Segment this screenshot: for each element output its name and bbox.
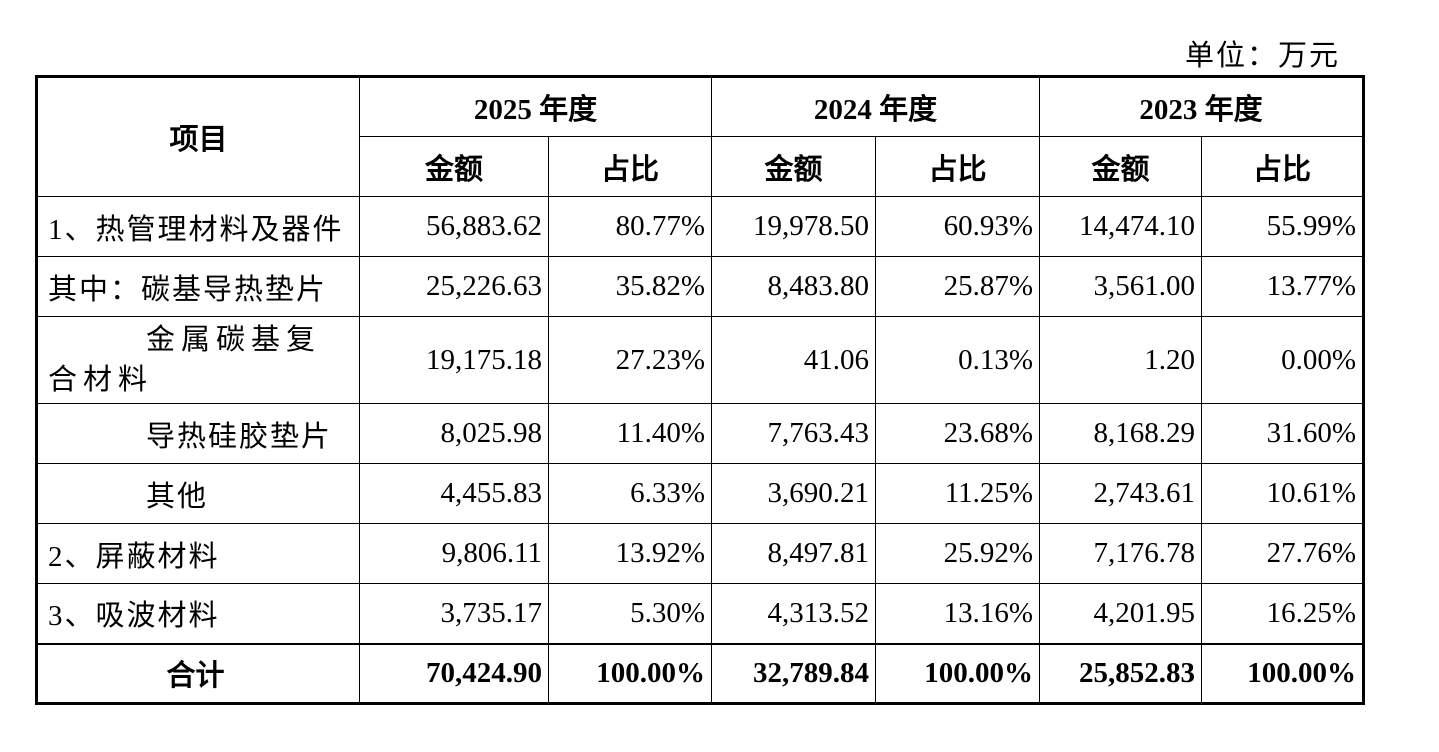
data-row: 金属碳基复合材料 19,175.18 27.23% 41.06 0.13% 1.20 0.0…	[36, 316, 1365, 404]
row-label: 金属碳基复合材料	[36, 316, 360, 404]
row-label: 1、热管理材料及器件	[36, 196, 360, 257]
share-header: 占比	[1201, 136, 1365, 197]
data-row: 其他 4,455.83 6.33% 3,690.21 11.25% 2,743.61 10.…	[36, 463, 1365, 524]
share-header: 占比	[547, 136, 713, 197]
row-label: 3、吸波材料	[36, 583, 360, 644]
cell: 0.13%	[875, 316, 1041, 404]
cell: 8,497.81	[711, 523, 877, 584]
data-row: 3、吸波材料 3,735.17 5.30% 4,313.52 13.16% 4,201.9…	[36, 583, 1365, 644]
amount-header: 金额	[711, 136, 877, 197]
cell: 11.25%	[875, 463, 1041, 524]
cell: 5.30%	[547, 583, 713, 644]
data-row: 导热硅胶垫片 8,025.98 11.40% 7,763.43 23.68% 8,168.…	[36, 403, 1365, 464]
cell: 11.40%	[547, 403, 713, 464]
cell: 25,226.63	[359, 256, 549, 317]
row-label: 其中：碳基导热垫片	[36, 256, 360, 317]
cell: 13.77%	[1201, 256, 1365, 317]
cell: 8,483.80	[711, 256, 877, 317]
cell: 27.23%	[547, 316, 713, 404]
cell: 60.93%	[875, 196, 1041, 257]
cell: 1.20	[1039, 316, 1203, 404]
row-label: 2、屏蔽材料	[36, 523, 360, 584]
cell: 31.60%	[1201, 403, 1365, 464]
table-body: 项目 2025 年度 2024 年度 2023 年度 金额 占比 金额 占比 金额 占比 1、热管理…	[36, 76, 1365, 704]
cell: 4,313.52	[711, 583, 877, 644]
cell: 13.92%	[547, 523, 713, 584]
cell: 70,424.90	[359, 642, 549, 704]
cell: 100.00%	[875, 642, 1041, 704]
cell: 9,806.11	[359, 523, 549, 584]
cell: 3,735.17	[359, 583, 549, 644]
cell: 100.00%	[547, 642, 713, 704]
cell: 10.61%	[1201, 463, 1365, 524]
cell: 16.25%	[1201, 583, 1365, 644]
cell: 2,743.61	[1039, 463, 1203, 524]
cell: 19,175.18	[359, 316, 549, 404]
data-table: 项目 2025 年度 2024 年度 2023 年度 金额 占比 金额 占比 金额 占比 1、热管理…	[35, 75, 1366, 705]
cell: 8,025.98	[359, 403, 549, 464]
cell: 55.99%	[1201, 196, 1365, 257]
cell: 35.82%	[547, 256, 713, 317]
total-row: 合计 70,424.90 100.00% 32,789.84 100.00% 25,852…	[36, 642, 1365, 704]
data-row: 1、热管理材料及器件 56,883.62 80.77% 19,978.50 60.93%…	[36, 196, 1365, 257]
cell: 4,201.95	[1039, 583, 1203, 644]
cell: 25,852.83	[1039, 642, 1203, 704]
year-header: 2024 年度	[711, 76, 1041, 137]
row-label: 导热硅胶垫片	[36, 403, 360, 464]
amount-header: 金额	[359, 136, 549, 197]
cell: 100.00%	[1201, 642, 1365, 704]
unit-note: 单位：万元	[1184, 40, 1340, 72]
cell: 13.16%	[875, 583, 1041, 644]
cell: 0.00%	[1201, 316, 1365, 404]
cell: 6.33%	[547, 463, 713, 524]
data-row: 2、屏蔽材料 9,806.11 13.92% 8,497.81 25.92% 7,176.…	[36, 523, 1365, 584]
row-label: 其他	[36, 463, 360, 524]
row-label: 合计	[36, 642, 360, 704]
cell: 56,883.62	[359, 196, 549, 257]
cell: 7,763.43	[711, 403, 877, 464]
cell: 4,455.83	[359, 463, 549, 524]
cell: 3,690.21	[711, 463, 877, 524]
header-row: 项目 2025 年度 2024 年度 2023 年度	[36, 76, 1365, 197]
year-header: 2023 年度	[1039, 76, 1365, 137]
cell: 14,474.10	[1039, 196, 1203, 257]
cell: 7,176.78	[1039, 523, 1203, 584]
cell: 27.76%	[1201, 523, 1365, 584]
cell: 25.92%	[875, 523, 1041, 584]
share-header: 占比	[875, 136, 1041, 197]
year-header: 2025 年度	[358, 76, 713, 137]
cell: 25.87%	[875, 256, 1041, 317]
data-row: 其中：碳基导热垫片 25,226.63 35.82% 8,483.80 25.87% 3,…	[36, 256, 1365, 317]
cell: 41.06	[711, 316, 877, 404]
cell: 80.77%	[547, 196, 713, 257]
item-header: 项目	[36, 76, 360, 197]
cell: 8,168.29	[1039, 403, 1203, 464]
cell: 32,789.84	[711, 642, 877, 704]
cell: 23.68%	[875, 403, 1041, 464]
cell: 19,978.50	[711, 196, 877, 257]
cell: 3,561.00	[1039, 256, 1203, 317]
amount-header: 金额	[1039, 136, 1203, 197]
